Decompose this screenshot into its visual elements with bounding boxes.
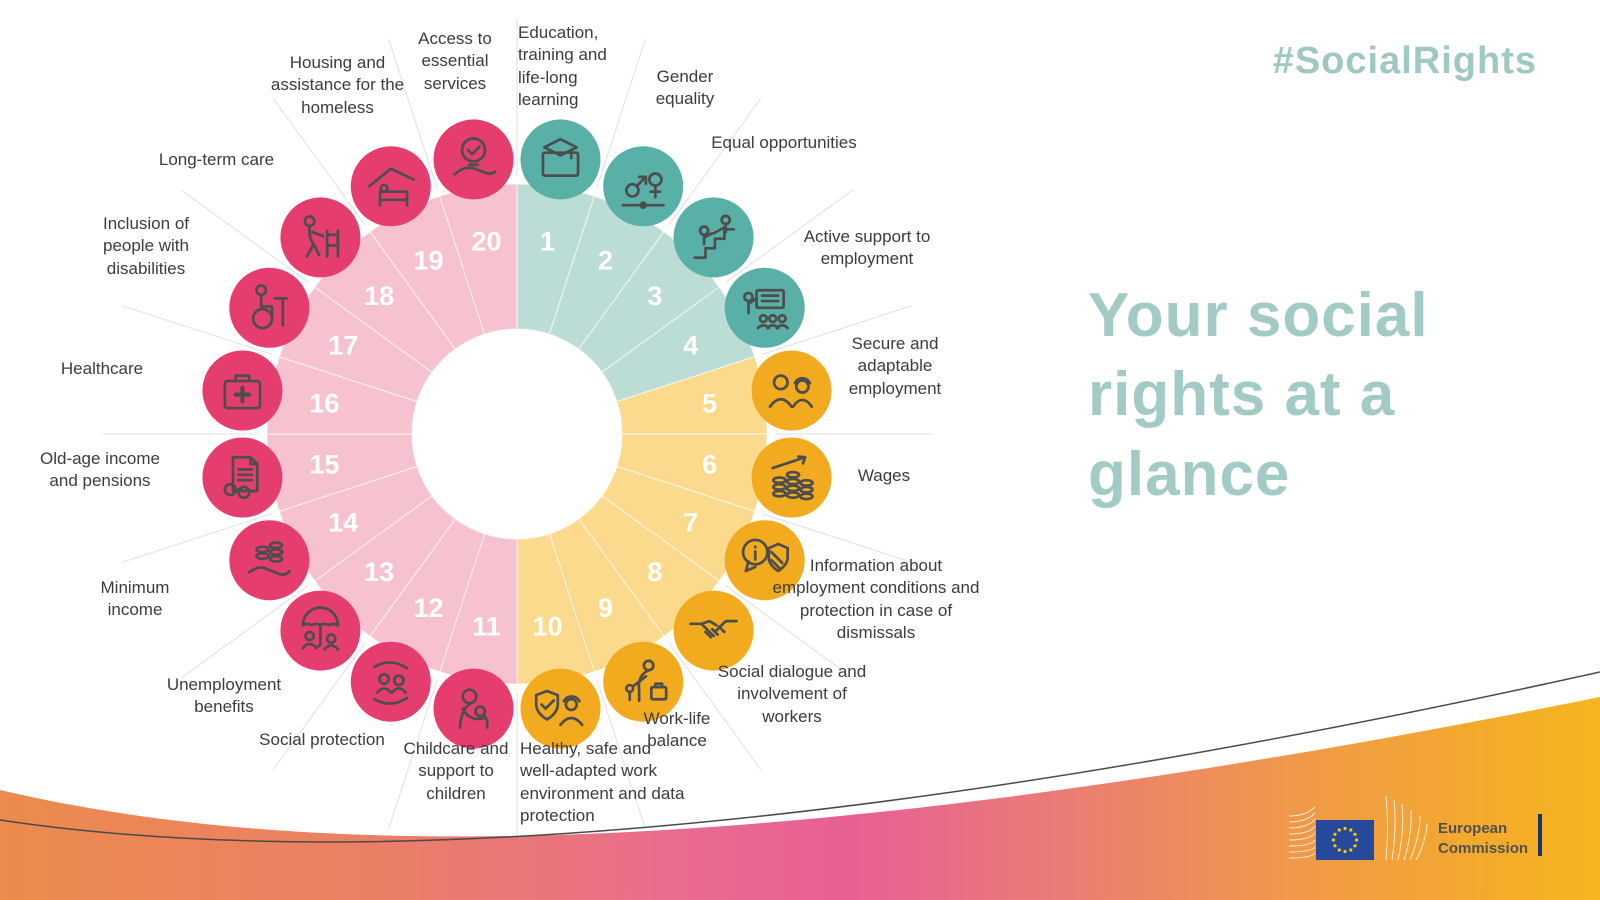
segment-icon-circle-2	[603, 146, 684, 227]
segment-number-19: 19	[413, 245, 443, 275]
segment-label-18: Long-term care	[158, 150, 275, 169]
segment-number-14: 14	[328, 508, 358, 538]
logo-line1: European	[1438, 820, 1508, 837]
segment-label-7: Information about employment conditions …	[772, 556, 980, 643]
leader-line	[180, 189, 309, 283]
segment-label-13: Unemployment benefits	[166, 675, 282, 717]
european-commission-wordmark: European Commission	[1438, 819, 1528, 858]
segment-number-12: 12	[413, 593, 443, 623]
segment-number-6: 6	[702, 450, 717, 480]
leader-line	[668, 97, 762, 226]
segment-number-18: 18	[364, 281, 394, 311]
hashtag: #SocialRights	[1272, 40, 1537, 82]
segment-label-2: Gender equality	[655, 67, 715, 109]
segment-label-6: Wages	[857, 466, 911, 485]
logo-swoosh-left	[1288, 806, 1316, 859]
segment-icon-circle-11	[433, 668, 514, 749]
segment-icon-circle-20	[433, 119, 514, 200]
segment-number-2: 2	[598, 245, 613, 275]
leader-line	[762, 305, 912, 355]
leader-line	[180, 585, 309, 679]
segment-number-16: 16	[309, 389, 339, 419]
segment-number-7: 7	[683, 508, 698, 538]
segment-icon-circle-12	[350, 641, 431, 722]
leader-line	[388, 39, 438, 189]
segment-label-12: Social protection	[259, 730, 385, 749]
segment-icon-circle-3	[673, 197, 754, 278]
segment-number-9: 9	[598, 593, 613, 623]
segment-label-10: Healthy, safe and well-adapted work envi…	[520, 739, 685, 826]
segment-number-17: 17	[328, 330, 358, 360]
segment-icon-circle-17	[229, 267, 310, 348]
leader-line	[725, 189, 854, 283]
eu-flag-field	[1316, 820, 1374, 860]
segment-label-5: Secure and adaptable employment	[848, 334, 942, 398]
segment-number-4: 4	[683, 330, 698, 360]
segment-number-20: 20	[471, 226, 501, 256]
segment-number-11: 11	[472, 612, 501, 642]
segment-number-3: 3	[647, 281, 662, 311]
leader-line	[596, 39, 646, 189]
segment-label-16: Healthcare	[60, 359, 144, 378]
page-title: Your social rights at a glance	[1088, 281, 1429, 509]
european-commission-logo: European Commission	[1286, 792, 1543, 864]
segment-label-11: Childcare and support to children	[403, 739, 509, 803]
logo-line2: Commission	[1438, 839, 1529, 857]
segment-number-8: 8	[647, 557, 662, 587]
segment-icon-circle-10	[520, 668, 601, 749]
segment-label-4: Active support to employment	[803, 227, 931, 269]
logo-swoosh-right	[1385, 795, 1428, 861]
leader-line	[122, 305, 272, 355]
segment-label-17: Inclusion of people with disabilities	[102, 214, 189, 278]
segment-label-14: Minimum income	[100, 578, 170, 620]
leader-line	[725, 585, 854, 679]
segment-label-1: Education, training and life-long learni…	[518, 23, 607, 110]
leader-line	[762, 513, 912, 563]
segment-icon-circle-5	[751, 350, 832, 431]
segment-number-5: 5	[702, 389, 717, 419]
segment-icon-circle-18	[280, 197, 361, 278]
segment-number-13: 13	[364, 557, 394, 587]
segment-number-10: 10	[532, 612, 562, 642]
segment-icon-circle-19	[350, 146, 431, 227]
segment-icon-circle-15	[202, 437, 283, 518]
eu-flag-stars	[1331, 826, 1359, 854]
wheel-segments	[266, 183, 768, 685]
segment-number-15: 15	[309, 450, 339, 480]
segment-label-8: Social dialogue and involvement of worke…	[717, 662, 867, 726]
segment-label-19: Housing and assistance for the homeless	[270, 53, 405, 117]
segment-number-1: 1	[540, 226, 555, 256]
segment-icon-circle-1	[520, 119, 601, 200]
segment-label-15: Old-age income and pensions	[39, 449, 160, 491]
segment-label-20: Access to essential services	[418, 29, 492, 93]
wheel-center	[413, 330, 621, 538]
segment-label-3: Equal opportunities	[711, 133, 857, 152]
eu-flag	[1288, 795, 1428, 861]
logo-vertical-bar	[1538, 814, 1543, 856]
leader-line	[122, 513, 272, 563]
leader-line	[272, 97, 366, 226]
